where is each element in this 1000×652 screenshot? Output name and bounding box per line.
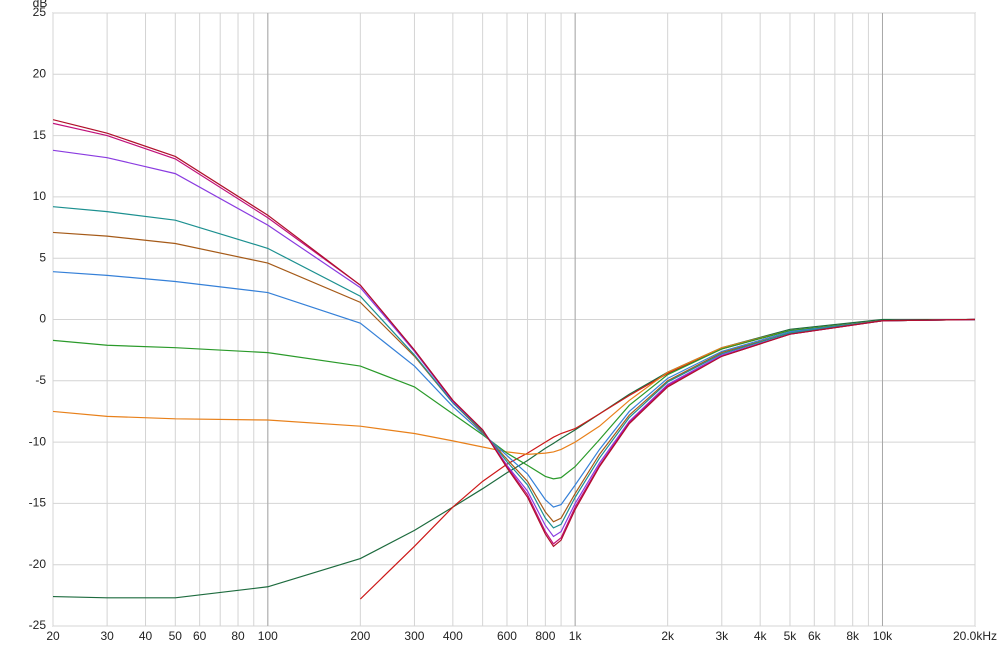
x-tick-label: 200: [350, 629, 370, 643]
x-tick-label: 100: [258, 629, 278, 643]
series-line: [53, 271, 975, 508]
y-axis-label: dB: [33, 0, 48, 10]
x-tick-label: 2k: [661, 629, 675, 643]
x-tick-label: 10k: [873, 629, 893, 643]
series-line: [53, 318, 975, 480]
x-tick-label: 800: [535, 629, 555, 643]
y-tick-label: 20: [33, 66, 47, 80]
series-line: [53, 231, 975, 523]
y-tick-label: 5: [39, 250, 46, 264]
y-tick-label: 0: [39, 312, 46, 326]
x-tick-label: 40: [139, 629, 153, 643]
y-tick-label: -5: [35, 373, 46, 387]
x-tick-label: 60: [193, 629, 207, 643]
series-line: [53, 149, 975, 538]
y-tick-label: 15: [33, 128, 47, 142]
x-tick-label: 1k: [569, 629, 583, 643]
series-line: [53, 119, 975, 548]
x-tick-label: 20.0kHz: [953, 629, 997, 643]
x-tick-label: 600: [497, 629, 517, 643]
x-tick-label: 20: [46, 629, 60, 643]
x-tick-label: 80: [231, 629, 245, 643]
x-tick-label: 30: [100, 629, 114, 643]
x-tick-label: 400: [443, 629, 463, 643]
y-tick-label: -20: [29, 557, 47, 571]
series-line: [53, 318, 975, 455]
x-tick-label: 3k: [715, 629, 729, 643]
y-tick-label: -25: [29, 618, 47, 632]
y-tick-label: -15: [29, 496, 47, 510]
series-line: [53, 206, 975, 529]
y-tick-label: 10: [33, 189, 47, 203]
x-tick-label: 8k: [846, 629, 860, 643]
y-tick-label: 25: [33, 5, 47, 19]
x-tick-label: 5k: [784, 629, 798, 643]
y-tick-label: -10: [29, 434, 47, 448]
x-tick-label: 50: [169, 629, 183, 643]
x-tick-label: 4k: [754, 629, 768, 643]
x-tick-label: 6k: [808, 629, 822, 643]
x-tick-label: 300: [404, 629, 424, 643]
